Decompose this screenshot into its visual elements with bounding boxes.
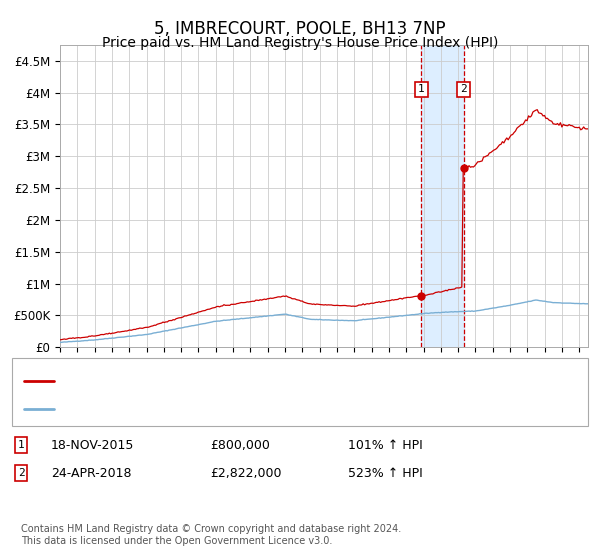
Text: Price paid vs. HM Land Registry's House Price Index (HPI): Price paid vs. HM Land Registry's House … — [102, 36, 498, 50]
Text: 24-APR-2018: 24-APR-2018 — [51, 466, 131, 480]
Text: 2: 2 — [460, 85, 467, 95]
Text: 5, IMBRECOURT, POOLE, BH13 7NP (detached house): 5, IMBRECOURT, POOLE, BH13 7NP (detached… — [63, 376, 360, 386]
Text: HPI: Average price, detached house, Bournemouth Christchurch and Poole: HPI: Average price, detached house, Bour… — [63, 404, 478, 414]
Text: 2: 2 — [17, 468, 25, 478]
Text: Contains HM Land Registry data © Crown copyright and database right 2024.
This d: Contains HM Land Registry data © Crown c… — [21, 524, 401, 546]
Text: 1: 1 — [17, 440, 25, 450]
Text: 101% ↑ HPI: 101% ↑ HPI — [348, 438, 423, 452]
Bar — [421, 45, 464, 347]
Text: £800,000: £800,000 — [210, 438, 270, 452]
Text: 1: 1 — [418, 85, 425, 95]
Text: 523% ↑ HPI: 523% ↑ HPI — [348, 466, 423, 480]
Text: 18-NOV-2015: 18-NOV-2015 — [51, 438, 134, 452]
Text: £2,822,000: £2,822,000 — [210, 466, 281, 480]
Text: 5, IMBRECOURT, POOLE, BH13 7NP: 5, IMBRECOURT, POOLE, BH13 7NP — [154, 20, 446, 38]
